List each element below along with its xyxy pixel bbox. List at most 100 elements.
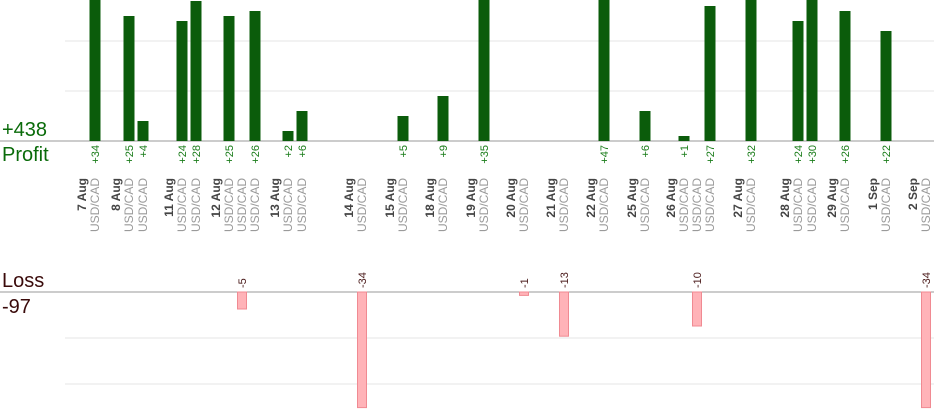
loss-total: -97 <box>2 296 31 318</box>
loss-value-label: -1 <box>519 278 531 288</box>
pair-label: USD/CAD <box>248 178 262 232</box>
profit-bar <box>176 21 188 141</box>
profit-bar <box>880 31 892 141</box>
profit-value-label: +6 <box>297 145 309 158</box>
profit-value-label: +4 <box>138 145 150 158</box>
date-label: 12 Aug <box>209 178 223 218</box>
profit-value-label: +2 <box>283 145 295 158</box>
grid-lines <box>0 40 934 385</box>
profit-value-label: +6 <box>640 145 652 158</box>
date-label: 11 Aug <box>162 178 176 217</box>
pair-label: USD/CAD <box>281 178 295 232</box>
profit-value-label: +30 <box>807 145 819 164</box>
pair-label: USD/CAD <box>295 178 309 232</box>
pair-label: USD/CAD <box>477 178 491 232</box>
date-label: 13 Aug <box>268 178 282 218</box>
pair-label: USD/CAD <box>175 178 189 232</box>
date-label: 14 Aug <box>342 178 356 218</box>
profit-value-label: +22 <box>881 145 893 164</box>
profit-value-label: +32 <box>746 145 758 164</box>
pair-label: USD/CAD <box>557 178 571 232</box>
loss-value-label: -5 <box>237 278 249 288</box>
date-label: 25 Aug <box>625 178 639 218</box>
pair-label: USD/CAD <box>879 178 893 232</box>
profit-value-label: +24 <box>793 145 805 164</box>
date-label: 18 Aug <box>423 178 437 218</box>
date-label: 27 Aug <box>731 178 745 218</box>
pair-label: USD/CAD <box>189 178 203 232</box>
loss-bar <box>559 291 569 337</box>
profit-value-label: +28 <box>191 145 203 164</box>
pair-label: USD/CAD <box>805 178 819 232</box>
profit-bar <box>190 1 202 141</box>
profit-bar <box>678 136 690 141</box>
date-label: 28 Aug <box>778 178 792 218</box>
pair-label: USD/CAD <box>597 178 611 232</box>
pair-label: USD/CAD <box>235 178 249 232</box>
date-label: 8 Aug <box>109 178 123 211</box>
loss-value-label: -34 <box>921 272 933 288</box>
profit-value-label: +34 <box>90 145 102 164</box>
date-label: 7 Aug <box>75 178 89 211</box>
profit-value-label: +26 <box>840 145 852 164</box>
date-label: 21 Aug <box>544 178 558 218</box>
loss-value-label: -34 <box>357 272 369 288</box>
date-label: 20 Aug <box>504 178 518 218</box>
pair-label: USD/CAD <box>396 178 410 232</box>
loss-bar <box>519 291 529 296</box>
pair-label: USD/CAD <box>791 178 805 232</box>
trade-bars <box>89 0 931 409</box>
profit-bar <box>249 11 261 141</box>
profit-bar <box>478 0 490 141</box>
profit-value-label: +47 <box>599 145 611 164</box>
profit-bar <box>792 21 804 141</box>
profit-value-label: +5 <box>398 145 410 158</box>
profit-bar <box>123 16 135 141</box>
loss-bar <box>921 291 931 409</box>
profit-value-label: +35 <box>479 145 491 164</box>
pair-label: USD/CAD <box>122 178 136 232</box>
date-label: 29 Aug <box>825 178 839 218</box>
profit-bar <box>598 0 610 141</box>
profit-bar <box>223 16 235 141</box>
profit-bar <box>704 6 716 141</box>
profit-value-label: +24 <box>177 145 189 164</box>
profit-bar <box>745 0 757 141</box>
pair-label: USD/CAD <box>919 178 933 232</box>
date-label: 26 Aug <box>664 178 678 218</box>
profit-value-label: +25 <box>224 145 236 164</box>
profit-value-label: +26 <box>250 145 262 164</box>
pair-label: USD/CAD <box>744 178 758 232</box>
profit-bar <box>89 0 101 141</box>
pair-label: USD/CAD <box>517 178 531 232</box>
loss-bar <box>237 291 247 310</box>
profit-label: Profit <box>2 144 49 166</box>
date-label: 22 Aug <box>584 178 598 218</box>
profit-value-label: +25 <box>124 145 136 164</box>
profit-value-label: +1 <box>679 145 691 158</box>
profit-bar <box>437 96 449 141</box>
pair-label: USD/CAD <box>222 178 236 232</box>
loss-label: Loss <box>2 270 45 292</box>
pair-label: USD/CAD <box>677 178 691 232</box>
loss-bar <box>357 291 367 409</box>
profit-bar <box>639 111 651 141</box>
pair-label: USD/CAD <box>638 178 652 232</box>
profit-bar <box>282 131 294 141</box>
pair-label: USD/CAD <box>690 178 704 232</box>
profit-value-label: +27 <box>705 145 717 164</box>
pair-label: USD/CAD <box>88 178 102 232</box>
profit-bar <box>397 116 409 141</box>
profit-bar <box>839 11 851 141</box>
pair-label: USD/CAD <box>838 178 852 232</box>
date-label: 1 Sep <box>866 178 880 210</box>
pair-label: USD/CAD <box>136 178 150 232</box>
loss-bar <box>692 291 702 327</box>
profit-total: +438 <box>2 119 48 141</box>
pair-label: USD/CAD <box>436 178 450 232</box>
profit-bar <box>296 111 308 141</box>
date-label: 2 Sep <box>906 178 920 210</box>
profit-bar <box>137 121 149 141</box>
